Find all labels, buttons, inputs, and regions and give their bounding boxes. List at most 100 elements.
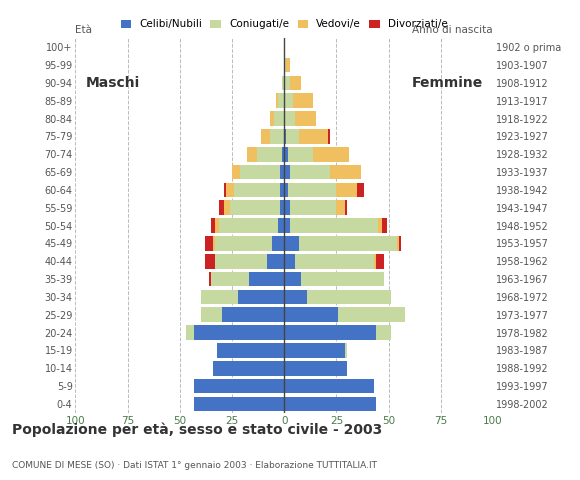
Bar xyxy=(224,201,230,215)
Bar xyxy=(284,379,374,394)
Bar xyxy=(213,361,284,375)
Bar xyxy=(215,218,219,233)
Bar xyxy=(238,289,284,304)
Bar xyxy=(284,147,288,162)
Bar xyxy=(287,58,291,72)
Bar xyxy=(280,165,284,180)
Bar xyxy=(284,272,301,287)
Bar xyxy=(278,218,284,233)
Bar xyxy=(222,307,284,322)
Bar xyxy=(219,201,224,215)
Bar xyxy=(284,165,291,180)
Bar xyxy=(284,76,291,90)
Bar xyxy=(288,147,313,162)
Bar xyxy=(295,254,374,269)
Text: Femmine: Femmine xyxy=(411,76,483,90)
Bar xyxy=(284,325,376,340)
Bar xyxy=(261,129,270,144)
Bar xyxy=(295,111,316,126)
Bar xyxy=(336,182,357,197)
Bar xyxy=(339,307,405,322)
Text: Maschi: Maschi xyxy=(86,76,140,90)
Bar xyxy=(246,147,257,162)
Bar xyxy=(219,218,278,233)
Bar xyxy=(292,94,313,108)
Legend: Celibi/Nubili, Coniugati/e, Vedovi/e, Divorziati/e: Celibi/Nubili, Coniugati/e, Vedovi/e, Di… xyxy=(121,20,448,29)
Bar xyxy=(299,236,397,251)
Bar xyxy=(186,325,194,340)
Bar xyxy=(215,236,271,251)
Bar xyxy=(226,182,234,197)
Bar xyxy=(301,272,385,287)
Bar xyxy=(284,111,295,126)
Bar xyxy=(282,147,284,162)
Bar xyxy=(213,236,215,251)
Bar xyxy=(284,94,292,108)
Bar xyxy=(284,58,287,72)
Bar xyxy=(374,254,376,269)
Bar xyxy=(232,165,240,180)
Bar xyxy=(336,201,345,215)
Bar xyxy=(284,129,287,144)
Bar xyxy=(215,254,267,269)
Bar xyxy=(201,289,238,304)
Bar xyxy=(209,272,211,287)
Bar xyxy=(382,218,386,233)
Bar xyxy=(376,254,385,269)
Bar xyxy=(280,201,284,215)
Bar xyxy=(282,76,284,90)
Bar xyxy=(284,218,291,233)
Bar xyxy=(201,307,222,322)
Bar xyxy=(399,236,401,251)
Bar xyxy=(211,218,215,233)
Text: Età: Età xyxy=(75,25,92,35)
Text: Popolazione per età, sesso e stato civile - 2003: Popolazione per età, sesso e stato civil… xyxy=(12,422,382,437)
Bar xyxy=(230,201,280,215)
Bar xyxy=(274,111,284,126)
Bar xyxy=(194,379,284,394)
Bar xyxy=(376,325,391,340)
Bar xyxy=(330,165,361,180)
Bar xyxy=(291,76,301,90)
Bar xyxy=(270,111,274,126)
Bar xyxy=(378,218,382,233)
Bar xyxy=(240,165,280,180)
Bar xyxy=(291,165,330,180)
Bar xyxy=(284,182,288,197)
Bar xyxy=(299,129,328,144)
Bar xyxy=(284,361,347,375)
Bar xyxy=(287,129,299,144)
Bar xyxy=(284,201,291,215)
Bar xyxy=(257,147,282,162)
Bar xyxy=(271,236,284,251)
Bar xyxy=(284,343,345,358)
Bar xyxy=(267,254,284,269)
Bar xyxy=(291,201,336,215)
Bar xyxy=(278,94,284,108)
Bar xyxy=(284,236,299,251)
Text: COMUNE DI MESE (SO) · Dati ISTAT 1° gennaio 2003 · Elaborazione TUTTITALIA.IT: COMUNE DI MESE (SO) · Dati ISTAT 1° genn… xyxy=(12,461,376,470)
Bar xyxy=(288,182,336,197)
Bar xyxy=(345,201,347,215)
Bar xyxy=(284,289,307,304)
Bar xyxy=(284,396,376,411)
Bar xyxy=(205,254,215,269)
Text: Anno di nascita: Anno di nascita xyxy=(412,25,493,35)
Bar xyxy=(224,182,226,197)
Bar xyxy=(211,272,249,287)
Bar xyxy=(328,129,330,144)
Bar xyxy=(313,147,349,162)
Bar xyxy=(194,325,284,340)
Bar xyxy=(397,236,399,251)
Bar xyxy=(307,289,391,304)
Bar xyxy=(280,182,284,197)
Bar xyxy=(284,254,295,269)
Bar xyxy=(249,272,284,287)
Bar xyxy=(284,307,339,322)
Bar xyxy=(291,218,378,233)
Bar xyxy=(345,343,347,358)
Bar xyxy=(357,182,364,197)
Bar xyxy=(205,236,213,251)
Bar xyxy=(276,94,278,108)
Bar xyxy=(234,182,280,197)
